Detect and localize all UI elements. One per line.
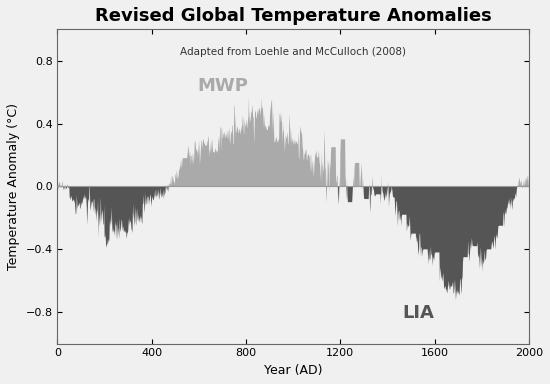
Text: LIA: LIA — [402, 305, 434, 322]
Text: Adapted from Loehle and McCulloch (2008): Adapted from Loehle and McCulloch (2008) — [180, 46, 406, 56]
Y-axis label: Temperature Anomaly (°C): Temperature Anomaly (°C) — [7, 103, 20, 270]
Title: Revised Global Temperature Anomalies: Revised Global Temperature Anomalies — [95, 7, 492, 25]
Text: MWP: MWP — [197, 77, 248, 95]
X-axis label: Year (AD): Year (AD) — [264, 364, 322, 377]
